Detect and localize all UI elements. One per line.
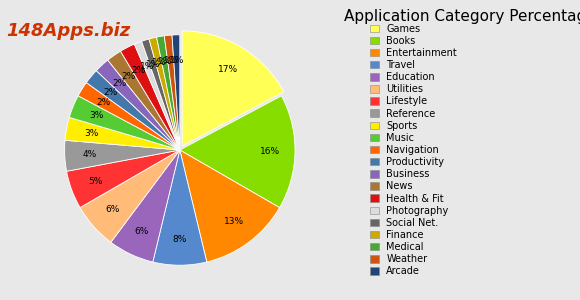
Wedge shape [153,150,207,265]
Text: 148Apps.biz: 148Apps.biz [6,22,130,40]
Text: 1%: 1% [151,58,166,67]
Wedge shape [65,117,180,150]
Wedge shape [111,150,180,262]
Wedge shape [121,44,180,150]
Text: Application Category Percentage: Application Category Percentage [344,9,580,24]
Text: 1%: 1% [146,60,160,69]
Text: 3%: 3% [89,112,104,121]
Text: 6%: 6% [106,205,120,214]
Wedge shape [172,35,180,150]
Text: 1%: 1% [169,56,184,65]
Text: 5%: 5% [88,177,103,186]
Text: 4%: 4% [83,150,97,159]
Text: 8%: 8% [173,236,187,244]
Text: 16%: 16% [260,147,280,156]
Text: 13%: 13% [223,218,244,226]
Wedge shape [182,31,284,146]
Text: 1%: 1% [158,57,172,66]
Wedge shape [180,96,295,208]
Text: 3%: 3% [84,129,99,138]
Wedge shape [64,140,180,171]
Text: 2%: 2% [121,72,136,81]
Wedge shape [135,41,180,150]
Legend: Games, Books, Entertainment, Travel, Education, Utilities, Lifestyle, Reference,: Games, Books, Entertainment, Travel, Edu… [369,22,458,278]
Wedge shape [86,70,180,150]
Text: 2%: 2% [112,79,126,88]
Wedge shape [78,82,180,150]
Text: 1%: 1% [164,56,178,65]
Text: 6%: 6% [135,227,149,236]
Text: 2%: 2% [132,65,146,74]
Text: 17%: 17% [218,64,238,74]
Wedge shape [67,150,180,208]
Wedge shape [142,39,180,150]
Wedge shape [180,150,280,262]
Text: 2%: 2% [103,88,118,97]
Text: 1%: 1% [140,62,154,71]
Wedge shape [70,96,180,150]
Wedge shape [149,37,180,150]
Wedge shape [80,150,180,242]
Wedge shape [157,36,180,150]
Wedge shape [108,51,180,150]
Wedge shape [96,60,180,150]
Wedge shape [164,35,180,150]
Text: 2%: 2% [96,98,111,107]
